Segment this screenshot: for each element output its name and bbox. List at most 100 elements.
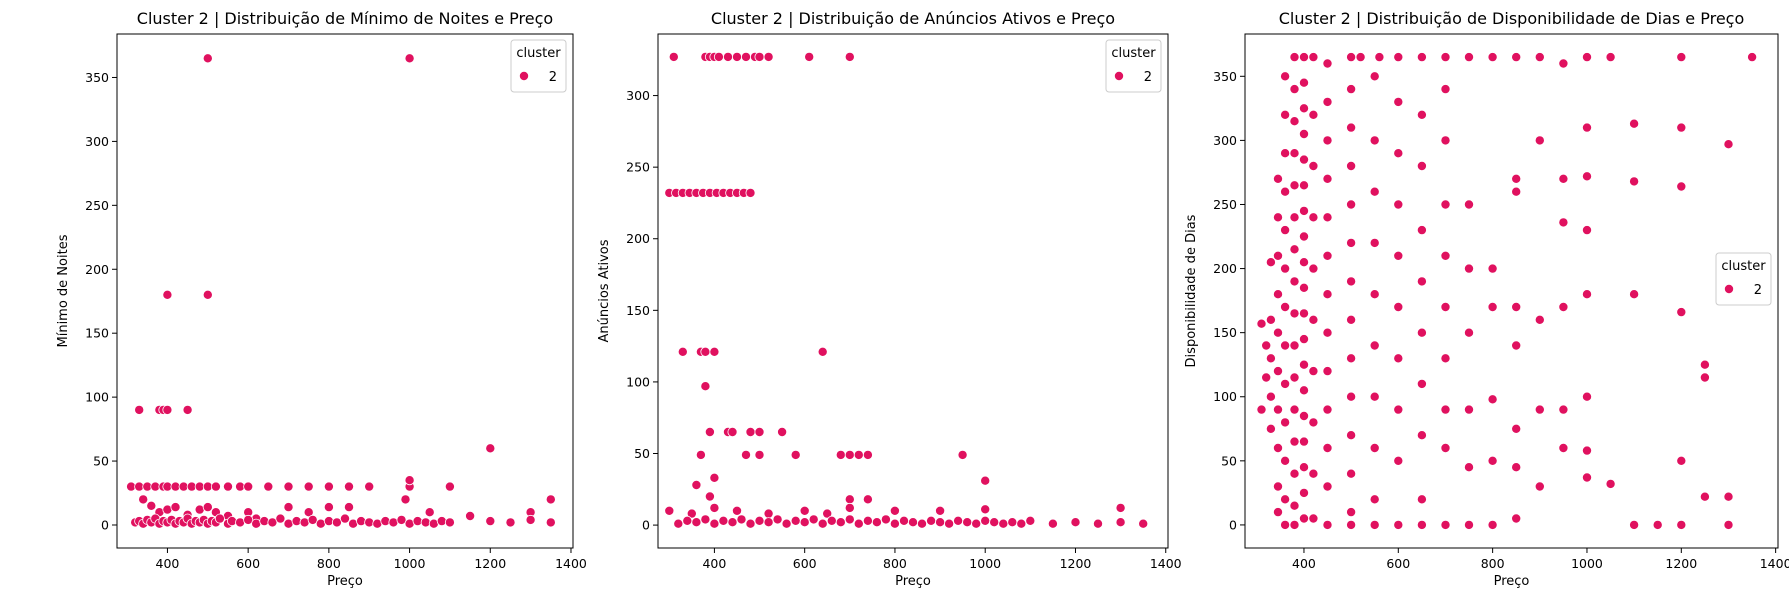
scatter-point — [844, 449, 855, 460]
scatter-point — [1369, 186, 1380, 197]
scatter-point — [1299, 205, 1310, 216]
scatter-point — [754, 426, 765, 437]
scatter-point — [1393, 52, 1404, 63]
scatter-point — [853, 518, 864, 529]
scatter-point — [1534, 52, 1545, 63]
scatter-point — [1280, 494, 1291, 505]
scatter-point — [1511, 52, 1522, 63]
scatter-point — [1558, 301, 1569, 312]
scatter-point — [962, 517, 973, 528]
scatter-point — [1280, 71, 1291, 82]
x-tick-label: 800 — [883, 556, 907, 571]
scatter-point — [275, 513, 286, 524]
scatter-point — [1346, 122, 1357, 133]
scatter-point — [303, 507, 314, 518]
scatter-point — [691, 479, 702, 490]
scatter-point — [1346, 237, 1357, 248]
x-tick-label: 1400 — [1150, 556, 1182, 571]
scatter-point — [1747, 52, 1758, 63]
scatter-point — [1093, 518, 1104, 529]
scatter-point — [1346, 276, 1357, 287]
x-axis-label: Preço — [327, 574, 363, 589]
scatter-point — [673, 518, 684, 529]
scatter-point — [1299, 77, 1310, 88]
scatter-point — [1273, 327, 1284, 338]
scatter-point — [1605, 478, 1616, 489]
x-tick-label: 1000 — [1571, 556, 1603, 571]
scatter-point — [1322, 289, 1333, 300]
scatter-point — [844, 51, 855, 62]
scatter-point — [1346, 430, 1357, 441]
scatter-point — [202, 289, 213, 300]
scatter-point — [1440, 250, 1451, 261]
scatter-point — [1416, 276, 1427, 287]
scatter-point — [1393, 455, 1404, 466]
plot-frame — [116, 33, 574, 549]
scatter-point — [505, 517, 516, 528]
scatter-point — [1393, 404, 1404, 415]
scatter-point — [980, 504, 991, 515]
scatter-point — [243, 481, 254, 492]
scatter-point — [1393, 250, 1404, 261]
scatter-point — [980, 475, 991, 486]
data-points — [126, 53, 556, 529]
y-tick-label: 350 — [85, 70, 109, 85]
scatter-point — [283, 502, 294, 513]
scatter-point — [1273, 173, 1284, 184]
scatter-point — [709, 518, 720, 529]
scatter-point — [1440, 442, 1451, 453]
scatter-point — [1299, 334, 1310, 345]
scatter-point — [545, 494, 556, 505]
scatter-point — [1346, 84, 1357, 95]
scatter-point — [1047, 518, 1058, 529]
scatter-point — [1280, 109, 1291, 120]
scatter-point — [745, 518, 756, 529]
scatter-point — [525, 514, 536, 525]
legend-entry-label: 2 — [1754, 283, 1762, 298]
scatter-point — [1699, 491, 1710, 502]
x-tick-label: 1400 — [1760, 556, 1789, 571]
scatter-point — [1676, 455, 1687, 466]
scatter-point — [1393, 353, 1404, 364]
scatter-point — [668, 51, 679, 62]
scatter-point — [1299, 410, 1310, 421]
scatter-point — [1440, 84, 1451, 95]
scatter-point — [1440, 301, 1451, 312]
scatter-point — [763, 517, 774, 528]
scatter-point — [1273, 404, 1284, 415]
y-axis-label: Disponibilidade de Dias — [1184, 214, 1199, 367]
y-tick-label: 150 — [85, 326, 109, 341]
scatter-point — [781, 518, 792, 529]
scatter-point — [1256, 318, 1267, 329]
scatter-point — [763, 51, 774, 62]
scatter-point — [700, 346, 711, 357]
scatter-point — [998, 518, 1009, 529]
scatter-point — [709, 346, 720, 357]
scatter-point — [343, 502, 354, 513]
scatter-point — [162, 404, 173, 415]
scatter-point — [1261, 340, 1272, 351]
scatter-point — [691, 517, 702, 528]
scatter-point — [444, 517, 455, 528]
scatter-point — [1582, 52, 1593, 63]
scatter-point — [1440, 135, 1451, 146]
scatter-panel-disponibilidade-dias: Cluster 2 | Distribuição de Disponibilid… — [1184, 9, 1789, 589]
scatter-point — [926, 515, 937, 526]
scatter-point — [1676, 519, 1687, 530]
scatter-point — [1289, 404, 1300, 415]
scatter-point — [1346, 519, 1357, 530]
scatter-point — [1346, 52, 1357, 63]
scatter-point — [700, 381, 711, 392]
scatter-point — [1299, 385, 1310, 396]
scatter-point — [844, 514, 855, 525]
scatter-point — [777, 426, 788, 437]
scatter-point — [1652, 519, 1663, 530]
y-tick-label: 150 — [626, 303, 650, 318]
scatter-point — [1308, 52, 1319, 63]
y-tick-label: 50 — [1221, 453, 1237, 468]
scatter-point — [1346, 160, 1357, 171]
scatter-point — [1487, 519, 1498, 530]
scatter-point — [1534, 404, 1545, 415]
scatter-point — [202, 53, 213, 64]
scatter-point — [1464, 263, 1475, 274]
